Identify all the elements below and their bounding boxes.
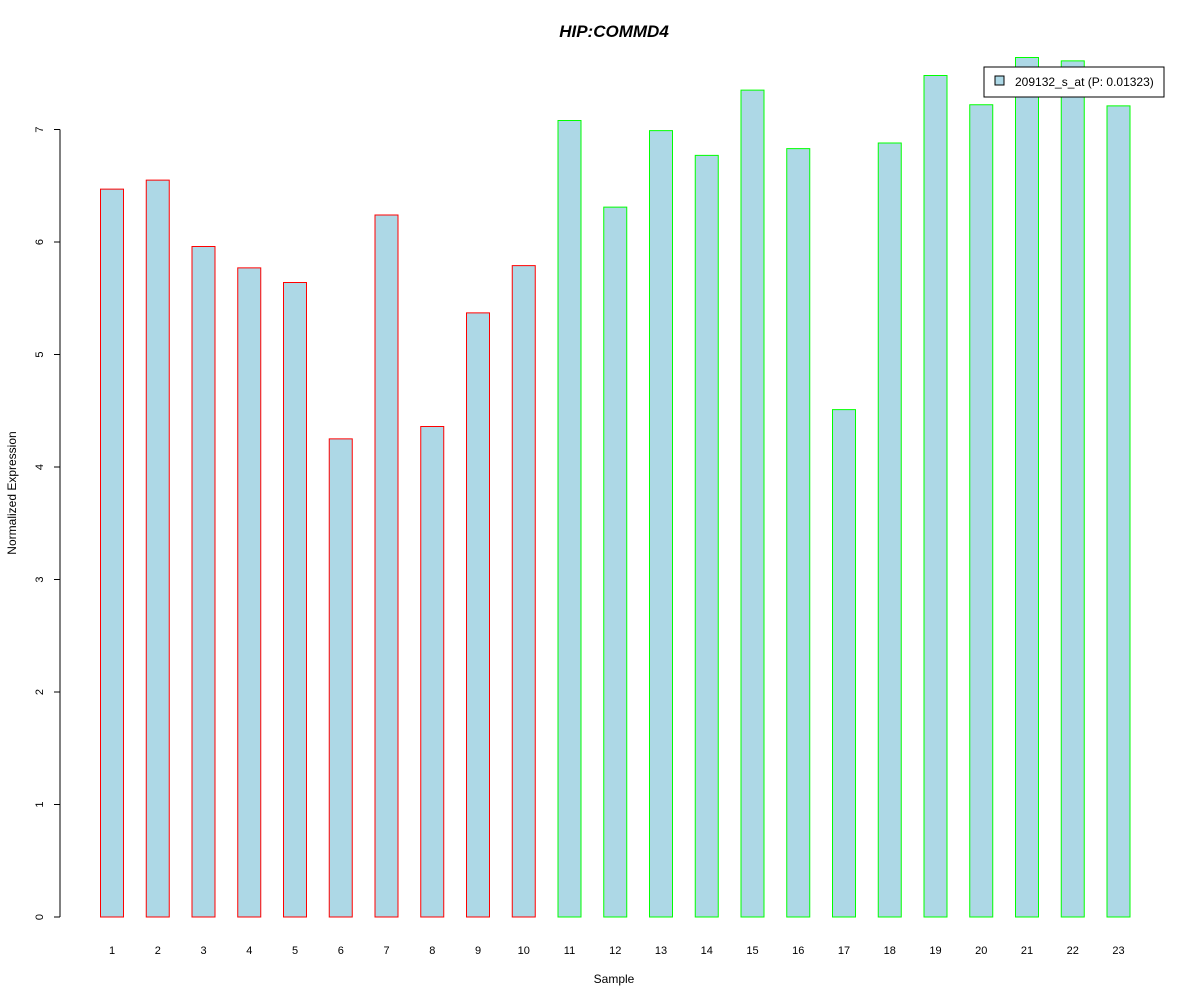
chart-title: HIP:COMMD4 <box>559 22 669 41</box>
x-tick-label: 7 <box>383 945 389 957</box>
x-tick-label: 14 <box>701 945 713 957</box>
x-tick-label: 6 <box>338 945 344 957</box>
x-tick-label: 5 <box>292 945 298 957</box>
x-tick-label: 22 <box>1067 945 1079 957</box>
x-tick-label: 15 <box>746 945 758 957</box>
bars <box>100 57 1131 918</box>
bar-sample-3 <box>191 246 216 918</box>
bar-sample-11 <box>557 120 582 918</box>
bar-sample-21 <box>1015 57 1039 918</box>
bar-sample-13 <box>649 130 673 918</box>
bar-sample-16 <box>786 148 811 918</box>
legend-label: 209132_s_at (P: 0.01323) <box>1015 75 1154 89</box>
y-axis: 0 1 2 3 4 5 6 7 <box>34 126 61 920</box>
y-tick-label: 7 <box>34 126 46 132</box>
bar-sample-5 <box>283 282 307 918</box>
bar-sample-1 <box>100 188 124 918</box>
y-tick-label: 5 <box>34 351 46 357</box>
y-tick-label: 3 <box>34 576 46 582</box>
legend-box <box>983 66 1165 98</box>
x-tick-label: 9 <box>475 945 481 957</box>
bar-sample-22 <box>1060 60 1085 918</box>
bar-sample-15 <box>740 89 765 918</box>
x-tick-label: 16 <box>792 945 804 957</box>
x-tick-label: 4 <box>246 945 252 957</box>
bar-sample-19 <box>923 75 948 918</box>
x-tick-label: 20 <box>975 945 987 957</box>
x-tick-label: 23 <box>1112 945 1124 957</box>
x-tick-label: 17 <box>838 945 850 957</box>
bar-sample-23 <box>1106 105 1131 918</box>
x-tick-label: 10 <box>518 945 530 957</box>
x-tick-label: 12 <box>609 945 621 957</box>
x-tick-label: 18 <box>884 945 896 957</box>
bar-sample-6 <box>328 438 353 918</box>
legend-swatch <box>994 75 1005 86</box>
x-tick-label: 3 <box>200 945 206 957</box>
x-tick-label: 1 <box>109 945 115 957</box>
x-tick-label: 13 <box>655 945 667 957</box>
bar-sample-12 <box>603 206 628 918</box>
bar-sample-7 <box>374 214 399 918</box>
bar-sample-2 <box>145 179 170 918</box>
bar-sample-18 <box>877 142 902 918</box>
x-tick-label: 8 <box>429 945 435 957</box>
bar-sample-9 <box>466 312 490 918</box>
y-tick-label: 0 <box>34 914 46 920</box>
y-tick-label: 2 <box>34 689 46 695</box>
bar-sample-14 <box>694 154 719 918</box>
x-tick-label: 2 <box>155 945 161 957</box>
legend: 209132_s_at (P: 0.01323) <box>983 66 1165 98</box>
x-tick-label: 11 <box>564 945 575 957</box>
x-tick-label: 21 <box>1021 945 1033 957</box>
y-tick-label: 4 <box>34 464 46 470</box>
y-tick-label: 1 <box>34 801 46 807</box>
bar-sample-20 <box>969 104 994 918</box>
y-axis-title: Normalized Expression <box>5 431 19 554</box>
x-axis-labels: 1 2 3 4 5 6 7 8 9 10 11 12 13 14 15 16 17 18 19 20 21 22 23 <box>109 945 1125 957</box>
y-tick-label: 6 <box>34 239 46 245</box>
bar-sample-17 <box>832 409 856 918</box>
bar-sample-8 <box>420 426 445 918</box>
x-tick-label: 19 <box>929 945 941 957</box>
x-axis-title: Sample <box>594 972 635 986</box>
bar-sample-4 <box>237 267 262 918</box>
bar-sample-10 <box>511 265 536 918</box>
